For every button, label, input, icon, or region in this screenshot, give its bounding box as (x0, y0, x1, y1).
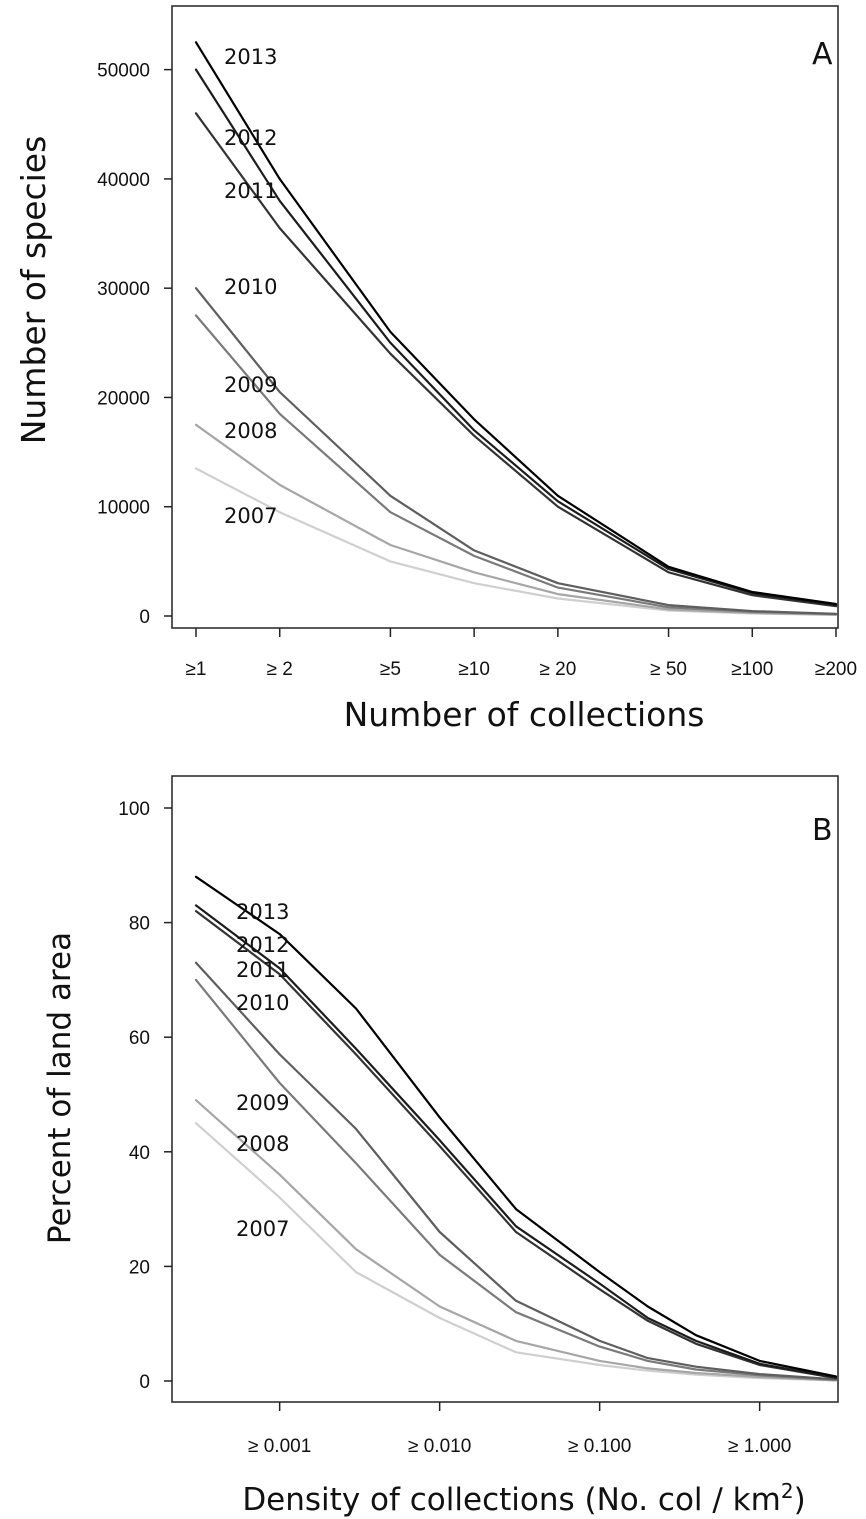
y-tick-label: 0 (139, 1372, 150, 1393)
panel-b-chart: B 0 20 40 60 80 100 ≥ 0.001 ≥ 0.010 ≥ 0.100 ≥ 1.… (42, 775, 839, 1518)
x-tick-label: ≥10 (458, 659, 490, 680)
x-tick-label: ≥ 0.001 (248, 1436, 311, 1457)
panel-b-letter: B (812, 813, 833, 848)
panel-a-series-labels: 2013 2012 2011 2010 2009 2008 2007 (224, 45, 277, 528)
series-line-2008 (194, 1099, 838, 1382)
series-label-2011: 2011 (236, 958, 289, 982)
x-tick-label: ≥ 20 (539, 659, 576, 680)
panel-a-plot-frame (171, 5, 839, 629)
panel-b-xlabel-sup: 2 (781, 1479, 794, 1503)
series-label-2013: 2013 (236, 900, 289, 924)
series-line-2008 (194, 423, 838, 616)
y-tick-label: 40 (129, 1143, 150, 1164)
series-line-2011 (194, 909, 838, 1380)
y-tick-label: 100 (118, 799, 150, 820)
panel-a-y-ticks: 0 10000 20000 30000 40000 50000 (97, 61, 172, 628)
panel-a-ylabel: Number of species (14, 136, 53, 445)
series-label-2011: 2011 (224, 179, 277, 203)
series-label-2010: 2010 (224, 275, 277, 299)
y-tick-label: 60 (129, 1028, 150, 1049)
panel-a-x-ticks: ≥1 ≥ 2 ≥5 ≥10 ≥ 20 ≥ 50 ≥100 ≥200 (186, 628, 857, 680)
series-label-2009: 2009 (236, 1091, 289, 1115)
series-line-2010 (194, 287, 838, 615)
series-label-2013: 2013 (224, 45, 277, 69)
series-line-2012 (194, 904, 838, 1379)
x-tick-label: ≥1 (186, 659, 207, 680)
panel-b-x-ticks: ≥ 0.001 ≥ 0.010 ≥ 0.100 ≥ 1.000 (248, 1402, 791, 1457)
series-line-2013 (194, 41, 838, 606)
panel-a-series (194, 41, 838, 617)
series-line-2010 (194, 961, 838, 1381)
x-tick-label: ≥200 (815, 659, 857, 680)
series-line-2009 (194, 978, 838, 1382)
y-tick-label: 30000 (97, 279, 150, 300)
x-tick-label: ≥ 50 (650, 659, 687, 680)
series-line-2012 (194, 68, 838, 607)
panel-b-ylabel: Percent of land area (42, 932, 78, 1244)
series-label-2008: 2008 (236, 1132, 289, 1156)
series-label-2012: 2012 (236, 933, 289, 957)
panel-b-plot-frame (171, 775, 839, 1403)
y-tick-label: 80 (129, 914, 150, 935)
series-line-2013 (194, 875, 838, 1378)
series-label-2008: 2008 (224, 419, 277, 443)
series-label-2010: 2010 (236, 991, 289, 1015)
series-label-2007: 2007 (224, 504, 277, 528)
series-label-2012: 2012 (224, 126, 277, 150)
y-tick-label: 0 (139, 607, 150, 628)
series-line-2011 (194, 112, 838, 608)
y-tick-label: 20000 (97, 388, 150, 409)
x-tick-label: ≥ 1.000 (728, 1436, 791, 1457)
panel-b-series (194, 875, 838, 1382)
series-label-2009: 2009 (224, 373, 277, 397)
series-line-2007 (194, 1122, 838, 1382)
x-tick-label: ≥ 2 (267, 659, 293, 680)
panel-b-xlabel-main: Density of collections (No. col / km (242, 1482, 781, 1518)
panel-b-xlabel: Density of collections (No. col / km2) (242, 1479, 805, 1518)
panel-a-xlabel: Number of collections (344, 695, 705, 734)
x-tick-label: ≥ 0.010 (408, 1436, 471, 1457)
panel-b-xlabel-end: ) (794, 1482, 806, 1518)
y-tick-label: 20 (129, 1257, 150, 1278)
x-tick-label: ≥5 (380, 659, 401, 680)
y-tick-label: 10000 (97, 498, 150, 519)
series-label-2007: 2007 (236, 1217, 289, 1241)
y-tick-label: 40000 (97, 170, 150, 191)
panel-a-letter: A (812, 37, 833, 72)
panel-b-y-ticks: 0 20 40 60 80 100 (118, 799, 172, 1393)
y-tick-label: 50000 (97, 61, 150, 82)
x-tick-label: ≥ 0.100 (568, 1436, 631, 1457)
x-tick-label: ≥100 (731, 659, 773, 680)
